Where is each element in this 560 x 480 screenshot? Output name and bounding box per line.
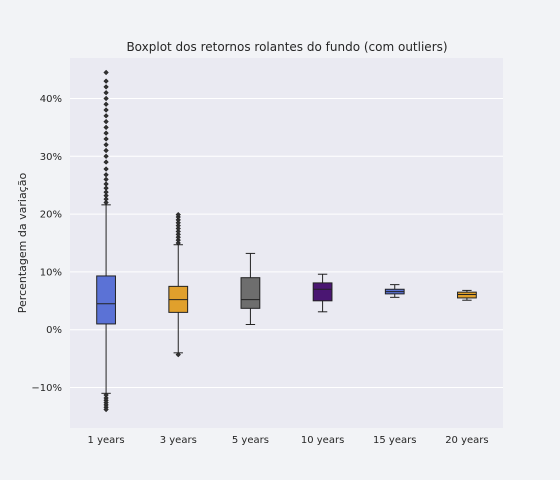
x-tick-label: 15 years [373,435,416,446]
box-body [240,277,261,309]
outlier-point [103,153,109,159]
box-body [457,291,477,299]
box-body [312,282,333,302]
x-tick-labels: 1 years 3 years 5 years 10 years 15 years 20 … [88,435,489,446]
outlier-point [103,136,109,142]
box-1-years [96,69,116,413]
outlier-point [103,199,109,206]
outlier-point [103,172,109,178]
x-tick-label: 5 years [232,435,269,446]
outlier-point [175,234,181,240]
outlier-point [175,212,181,218]
box-3-years [168,212,189,358]
grid-lines [70,97,503,389]
outlier-point [103,90,109,96]
y-tick-labels: −10% 0% 10% 20% 30% 40% [31,94,62,394]
outlier-point [175,228,181,235]
x-tick-label: 20 years [445,435,488,446]
box-10-years [312,273,333,313]
outlier-point [103,84,109,90]
outlier-point [175,225,181,232]
outlier-point [175,240,181,246]
outlier-point [103,192,109,199]
outlier-point [103,95,109,102]
outlier-point [103,118,109,125]
outlier-point [103,196,109,202]
outlier-point [175,231,181,237]
outlier-point [175,351,181,358]
outlier-point [103,181,109,187]
x-tick-label: 3 years [160,435,197,446]
y-tick-label: 0% [46,325,62,336]
outlier-point [175,220,181,226]
outlier-point [103,185,109,191]
outlier-point [103,130,109,136]
outlier-point [103,107,109,113]
boxes-group [96,69,477,413]
x-tick-label: 1 years [88,435,125,446]
y-tick-label: 20% [40,210,62,221]
outlier-point [103,124,109,130]
box-20-years [457,289,477,301]
y-tick-label: 40% [40,94,62,105]
outlier-point [175,237,181,243]
outlier-point [103,101,109,107]
outlier-point [103,189,109,195]
box-15-years [384,284,405,298]
outlier-point [103,69,109,76]
x-tick-label: 10 years [301,435,344,446]
plot-area [70,58,503,428]
y-tick-label: 10% [40,267,62,278]
outlier-point [103,406,109,413]
box-5-years [240,252,261,326]
outlier-point [103,142,109,148]
box-body [96,275,116,325]
outlier-point [103,159,109,165]
outlier-point [103,176,109,183]
outlier-point [175,223,181,229]
outlier-point [103,113,109,119]
y-axis-label: Percentagem da variação [16,173,29,314]
outlier-point [103,78,109,84]
chart-title: Boxplot dos retornos rolantes do fundo (… [126,40,447,54]
y-tick-label: −10% [31,383,62,394]
outlier-point [103,147,109,154]
outlier-point [175,217,181,223]
y-tick-label: 30% [40,152,62,163]
outlier-point [103,166,109,172]
